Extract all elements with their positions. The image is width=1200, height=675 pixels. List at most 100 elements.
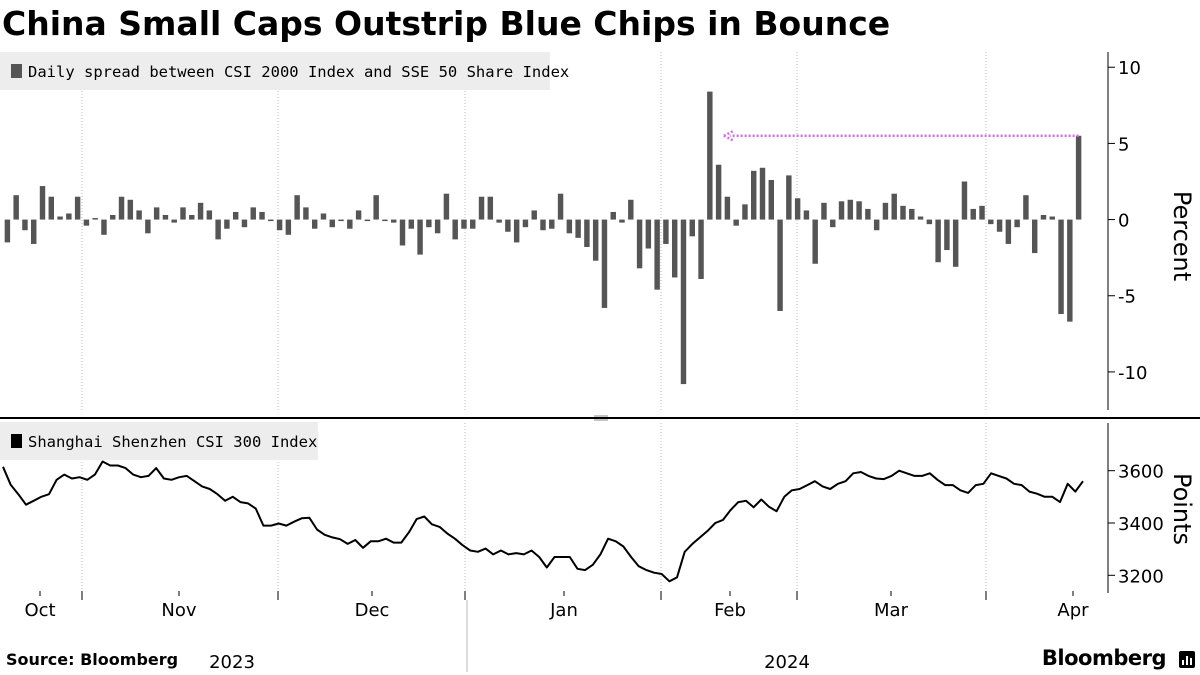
spread-bar: [645, 219, 652, 249]
spread-bar: [952, 219, 959, 267]
spread-bar: [487, 196, 494, 220]
x-tick-label: Mar: [874, 600, 909, 621]
spread-bar: [935, 219, 941, 263]
y-tick-label-percent: -10: [1118, 363, 1147, 384]
spread-bar: [180, 207, 186, 220]
spread-bar: [320, 213, 327, 220]
y-tick-label-points: 3200: [1118, 566, 1164, 587]
x-tick-label: Nov: [161, 600, 196, 621]
bloomberg-logo: Bloomberg: [1041, 646, 1167, 670]
spread-bar: [557, 193, 564, 220]
y-tick-label-percent: 0: [1118, 211, 1129, 232]
spread-bar: [57, 216, 63, 220]
spread-bar: [110, 215, 116, 220]
spread-bar: [636, 219, 643, 269]
spread-bar: [838, 201, 845, 220]
spread-bar: [382, 219, 388, 222]
spread-bar: [250, 207, 256, 220]
spread-bar: [768, 179, 775, 220]
spread-bar: [391, 219, 397, 223]
spread-bar: [619, 219, 625, 223]
x-tick-label: Oct: [24, 600, 55, 621]
line-series: [2, 460, 1084, 583]
spread-bar: [917, 216, 924, 220]
x-year-label: 2023: [209, 652, 255, 673]
chart-title: China Small Caps Outstrip Blue Chips in …: [2, 4, 891, 43]
x-tick-label: Jan: [549, 600, 578, 621]
spread-bar: [1058, 219, 1064, 315]
spread-bar: [127, 199, 134, 220]
spread-bar: [988, 219, 994, 225]
y-tick-label-percent: 5: [1118, 134, 1129, 155]
spread-bar: [786, 175, 792, 220]
spread-bar: [426, 219, 432, 228]
spread-bar: [724, 196, 731, 220]
spread-bar: [1031, 219, 1038, 254]
spread-bar: [153, 207, 160, 220]
spread-bar: [540, 219, 546, 231]
spread-bar: [206, 210, 213, 220]
spread-bar: [443, 193, 450, 220]
spread-bar: [970, 208, 976, 220]
spread-bar: [241, 219, 248, 228]
spread-bar: [215, 219, 221, 240]
bottom-legend: Shanghai Shenzhen CSI 300 Index: [0, 422, 318, 460]
spread-bar: [566, 219, 573, 234]
spread-bar: [707, 91, 713, 220]
spread-bar: [979, 205, 985, 220]
spread-bar: [373, 195, 379, 220]
spread-bar: [513, 219, 520, 243]
spread-bar: [628, 199, 634, 220]
legend-label-csi300: Shanghai Shenzhen CSI 300 Index: [28, 433, 317, 451]
spread-bar: [48, 196, 55, 220]
spread-bar: [751, 170, 757, 220]
spread-bar: [812, 219, 818, 264]
spread-bar: [329, 219, 335, 228]
spread-bar: [74, 196, 81, 220]
y-tick-label-percent: 10: [1118, 58, 1141, 79]
spread-bar: [189, 215, 195, 220]
spread-bar: [434, 219, 441, 234]
spread-bar: [92, 218, 98, 220]
spread-bar: [83, 219, 90, 226]
spread-bar: [136, 210, 142, 220]
spread-bar: [803, 210, 810, 220]
y-axis-title-percent: Percent: [1168, 191, 1196, 281]
spread-bar: [944, 219, 950, 251]
spread-bar: [926, 219, 933, 225]
spread-bar: [715, 164, 722, 220]
spread-bar: [549, 219, 555, 229]
spread-bar: [478, 196, 485, 220]
spread-bar: [197, 202, 204, 220]
spread-bar: [610, 211, 616, 220]
spread-bar: [505, 219, 511, 232]
arrow-head: [723, 129, 735, 142]
x-year-label: 2024: [764, 652, 810, 673]
axes-layer: 10 5 0 -5 -10 3600 3400 3200: [0, 52, 1200, 672]
spread-bar: [830, 219, 836, 228]
spread-bar: [259, 211, 265, 220]
spread-bar: [891, 193, 897, 220]
y-tick-label-points: 3600: [1118, 462, 1164, 483]
spread-bar: [900, 205, 906, 220]
spread-bar: [759, 167, 766, 220]
spread-bar: [452, 219, 458, 240]
spread-bar: [961, 181, 968, 220]
spread-bar: [364, 219, 371, 222]
y-tick-label-points: 3400: [1118, 514, 1164, 535]
spread-bar: [698, 219, 704, 279]
spread-bar: [1049, 216, 1055, 220]
spread-bar: [522, 219, 529, 228]
y-axis-title-points: Points: [1168, 473, 1196, 545]
spread-bar: [31, 219, 37, 244]
spread-bar: [654, 219, 660, 290]
spread-bar: [531, 210, 537, 220]
spread-bar: [66, 213, 72, 220]
spread-bar: [847, 199, 854, 220]
spread-bar: [285, 219, 292, 235]
spread-bar: [733, 219, 739, 226]
spread-bar: [347, 219, 353, 229]
spread-bar: [882, 202, 889, 220]
y-tick-label-percent: -5: [1118, 287, 1136, 308]
spread-bar: [575, 219, 581, 238]
